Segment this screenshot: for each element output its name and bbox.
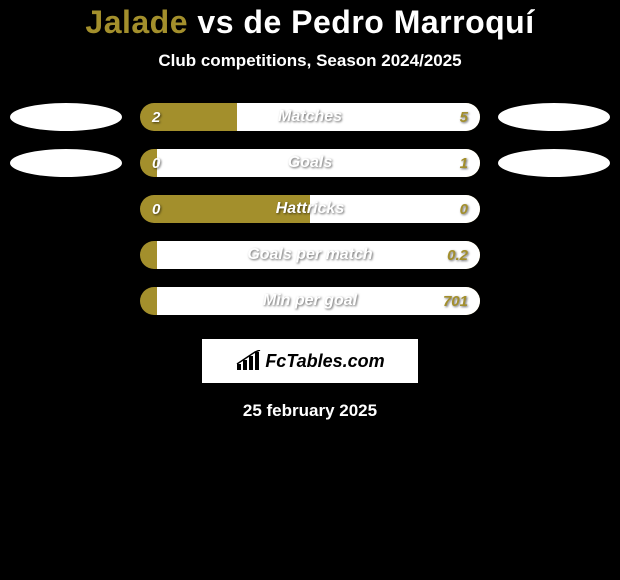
bar-right-fill — [157, 241, 480, 269]
page-title: Jalade vs de Pedro Marroquí — [0, 4, 620, 41]
stat-row: 0.2Goals per match — [10, 241, 610, 269]
stat-bar: 0.2Goals per match — [140, 241, 480, 269]
player2-oval — [498, 103, 610, 131]
stat-row: 01Goals — [10, 149, 610, 177]
bar-right-fill — [157, 287, 480, 315]
title-player2: de Pedro Marroquí — [243, 4, 534, 40]
date-label: 25 february 2025 — [0, 401, 620, 421]
subtitle: Club competitions, Season 2024/2025 — [0, 51, 620, 71]
bar-right-fill — [310, 195, 480, 223]
bar-chart-icon — [235, 350, 261, 372]
bar-right-fill — [157, 149, 480, 177]
stat-bar: 01Goals — [140, 149, 480, 177]
stat-value-left: 0 — [152, 195, 160, 223]
stat-bar: 25Matches — [140, 103, 480, 131]
player1-oval — [10, 149, 122, 177]
logo-text: FcTables.com — [265, 351, 384, 372]
title-vs: vs — [197, 4, 234, 40]
stat-bar: 00Hattricks — [140, 195, 480, 223]
stat-bar: 701Min per goal — [140, 287, 480, 315]
stat-rows: 25Matches 01Goals 00Hattricks 0.2Goals per … — [0, 103, 620, 315]
comparison-infographic: Jalade vs de Pedro Marroquí Club competi… — [0, 0, 620, 421]
stat-value-left: 2 — [152, 103, 160, 131]
player1-oval — [10, 103, 122, 131]
logo: FcTables.com — [202, 339, 418, 383]
title-player1: Jalade — [85, 4, 188, 40]
stat-row: 25Matches — [10, 103, 610, 131]
stat-row: 701Min per goal — [10, 287, 610, 315]
bar-right-fill — [237, 103, 480, 131]
stat-row: 00Hattricks — [10, 195, 610, 223]
player2-oval — [498, 149, 610, 177]
